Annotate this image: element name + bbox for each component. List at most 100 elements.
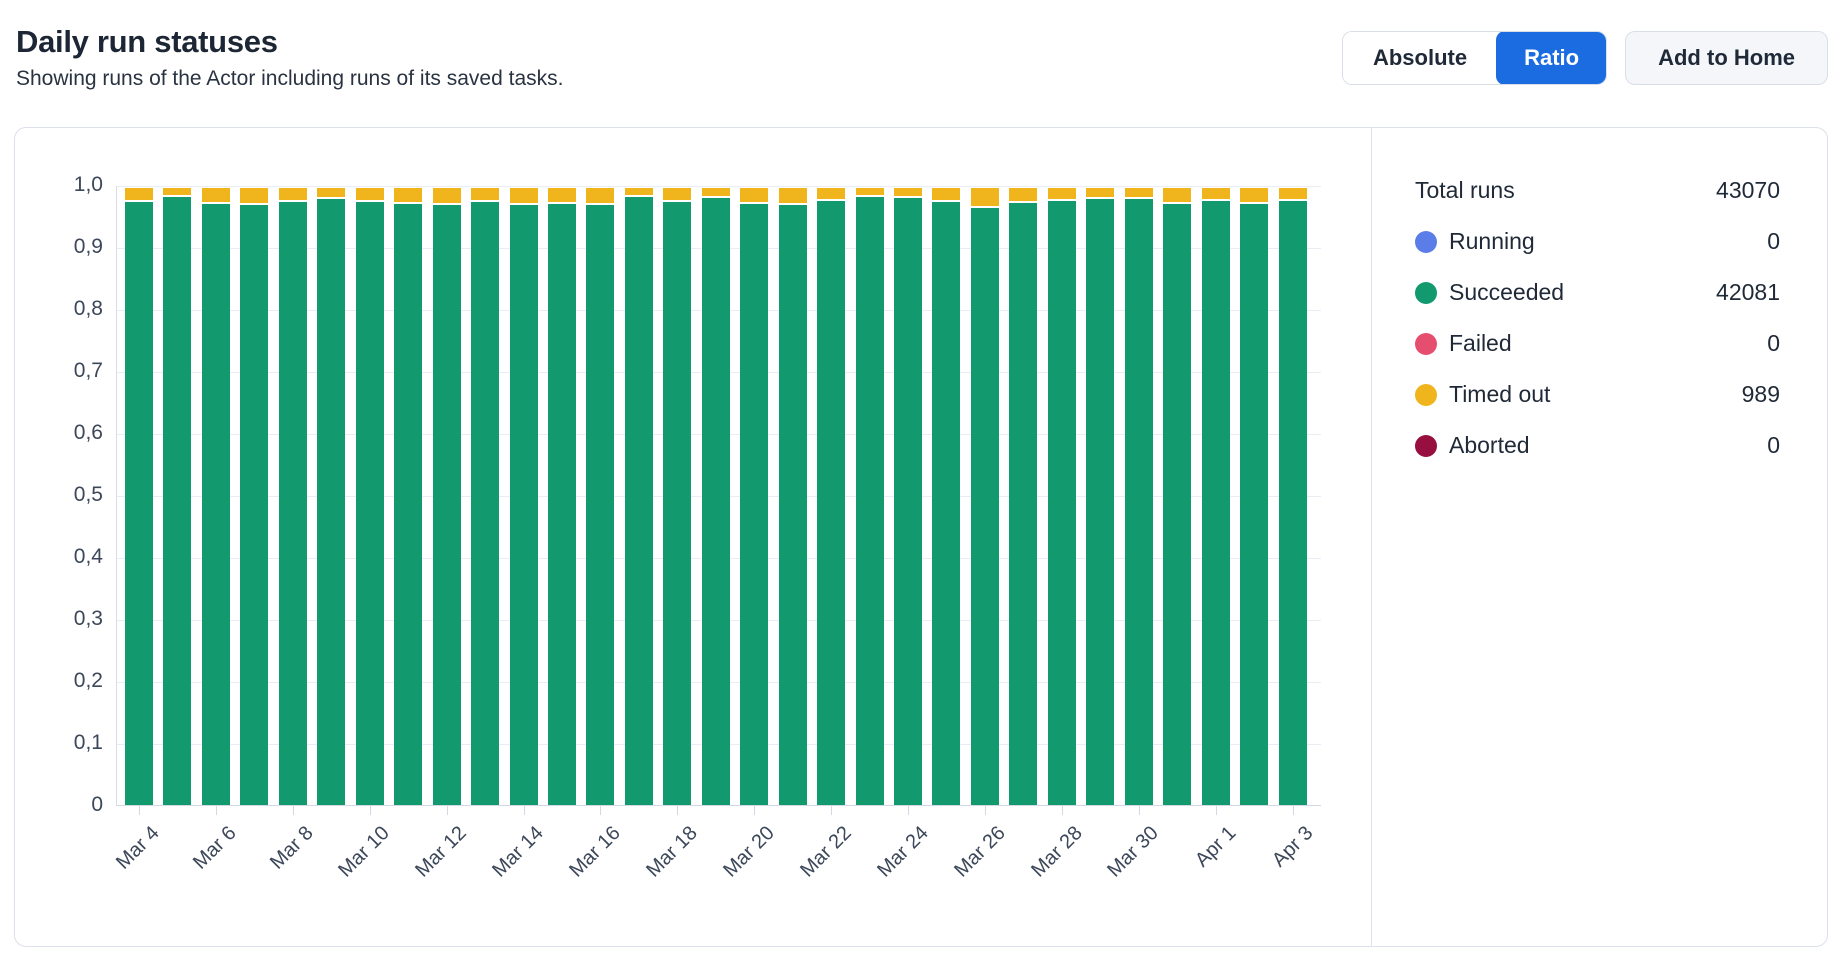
x-axis-tick [523, 806, 525, 815]
total-runs-label: Total runs [1415, 177, 1515, 203]
y-axis-tick-label: 0,5 [73, 483, 103, 506]
bar-segment-timed-out [855, 188, 884, 196]
x-axis-tick [215, 806, 217, 815]
bar-segment-succeeded [778, 204, 807, 805]
bar-mar-5 [163, 185, 192, 805]
legend-row-timed-out: Timed out 989 [1415, 369, 1780, 420]
legend-dot-succeeded [1415, 281, 1437, 304]
legend-label: Failed [1449, 330, 1512, 356]
bar-segment-succeeded [1124, 199, 1153, 805]
bar-segment-succeeded [317, 198, 346, 805]
bar-segment-succeeded [970, 207, 999, 805]
bar-mar-10 [355, 185, 384, 805]
legend-value: 0 [1767, 330, 1780, 356]
x-axis-tick [1138, 806, 1140, 815]
bar-segment-succeeded [1163, 203, 1192, 805]
y-axis-tick-label: 0,3 [73, 607, 103, 630]
absolute-ratio-toggle: Absolute Ratio [1341, 31, 1608, 85]
legend-value: 0 [1767, 228, 1780, 254]
legend-dot-timed-out [1415, 383, 1437, 406]
x-axis-tick [1061, 806, 1063, 815]
bar-segment-timed-out [125, 188, 153, 201]
bar-segment-succeeded [663, 202, 692, 805]
bar-segment-timed-out [1086, 188, 1115, 198]
bar-mar-22 [817, 185, 846, 805]
bar-segment-succeeded [355, 201, 384, 805]
bar-segment-timed-out [1240, 188, 1269, 202]
bar-segment-succeeded [855, 197, 884, 805]
bar-mar-16 [586, 185, 615, 805]
bar-segment-succeeded [547, 204, 576, 805]
x-axis-tick [600, 806, 602, 815]
bar-segment-timed-out [278, 188, 307, 201]
bar-segment-succeeded [471, 202, 500, 805]
bar-segment-timed-out [163, 188, 192, 195]
bar-mar-23 [855, 185, 884, 805]
x-axis-tick-label: Mar 8 [265, 822, 318, 874]
y-axis-tick-label: 0,9 [73, 235, 103, 258]
page-subtitle: Showing runs of the Actor including runs… [16, 67, 564, 90]
legend-total-row: Total runs 43070 [1415, 165, 1780, 216]
bar-segment-succeeded [932, 202, 961, 805]
bar-segment-succeeded [1086, 199, 1115, 805]
legend-dot-failed [1415, 332, 1437, 355]
x-axis-tick [139, 806, 140, 815]
bar-mar-11 [394, 185, 423, 805]
bar-segment-succeeded [817, 200, 846, 805]
bar-segment-timed-out [355, 188, 384, 200]
x-axis-tick-label: Mar 16 [565, 822, 625, 882]
bar-segment-timed-out [778, 188, 807, 203]
legend-panel: Total runs 43070 Running 0 Succeeded 42081 F… [1372, 128, 1828, 946]
x-axis-tick [908, 806, 909, 815]
legend-value: 989 [1741, 381, 1780, 407]
bar-segment-timed-out [547, 188, 576, 203]
bar-mar-8 [278, 185, 307, 805]
bar-segment-timed-out [394, 188, 423, 202]
bar-mar-9 [317, 185, 346, 805]
bar-segment-timed-out [432, 188, 461, 203]
x-axis-tick [369, 806, 371, 815]
bar-mar-21 [778, 185, 807, 805]
legend-label: Succeeded [1449, 279, 1565, 305]
x-axis-tick [984, 806, 986, 815]
bar-mar-7 [240, 185, 269, 805]
x-axis-tick-label: Apr 1 [1190, 822, 1241, 872]
bar-mar-30 [1124, 185, 1153, 805]
y-axis-tick-label: 0,7 [73, 359, 103, 382]
bar-segment-succeeded [1009, 202, 1038, 805]
bar-segment-succeeded [432, 204, 461, 805]
bar-apr-3 [1278, 185, 1307, 805]
absolute-button[interactable]: Absolute [1342, 32, 1498, 84]
bar-mar-14 [509, 185, 538, 805]
x-axis-tick [446, 806, 448, 815]
bar-segment-timed-out [471, 188, 500, 201]
plot-area: Mar 4 Mar 6 Mar 8 Mar 10 Mar 12 Mar 14 Mar 16 M… [112, 185, 1321, 882]
bar-segment-succeeded [394, 203, 423, 805]
bar-segment-timed-out [932, 188, 961, 201]
bar-segment-timed-out [817, 188, 846, 199]
x-axis-tick-label: Mar 24 [872, 822, 933, 882]
bar-apr-1 [1201, 185, 1230, 805]
ratio-button[interactable]: Ratio [1496, 32, 1607, 84]
y-axis-tick-label: 0,6 [73, 421, 103, 444]
x-axis-tick-label: Mar 6 [188, 822, 241, 874]
bar-segment-timed-out [1124, 188, 1153, 198]
bar-segment-timed-out [894, 188, 922, 197]
bar-segment-timed-out [1201, 188, 1230, 199]
x-axis-tick-label: Mar 20 [719, 822, 779, 882]
y-axis-tick-label: 0 [91, 793, 103, 816]
bar-segment-succeeded [1240, 203, 1269, 805]
bar-mar-28 [1047, 185, 1076, 805]
bar-segment-timed-out [740, 188, 769, 202]
bar-segment-succeeded [624, 197, 653, 805]
legend-label: Timed out [1449, 381, 1551, 407]
bar-segment-succeeded [1201, 200, 1230, 805]
bar-segment-timed-out [586, 188, 615, 203]
bar-segment-succeeded [586, 204, 615, 805]
bar-segment-timed-out [317, 188, 346, 197]
x-axis-tick-label: Apr 3 [1267, 822, 1318, 872]
add-to-home-button[interactable]: Add to Home [1625, 31, 1828, 85]
x-axis-tick-label: Mar 22 [796, 822, 856, 882]
header-controls: Absolute Ratio Add to Home [1341, 31, 1828, 85]
bar-segment-timed-out [1163, 188, 1192, 202]
